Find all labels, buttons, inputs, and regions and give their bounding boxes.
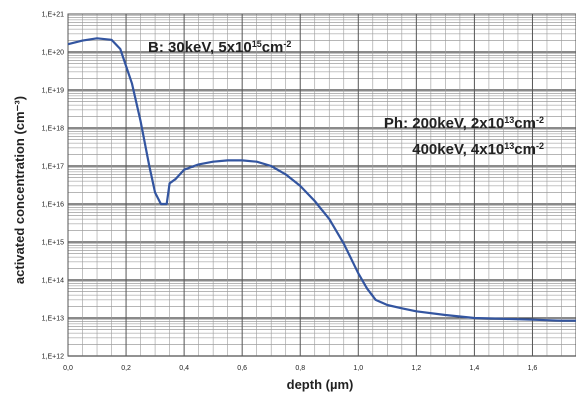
x-tick-label: 1,6 bbox=[528, 365, 538, 372]
y-tick-label: 1,E+21 bbox=[42, 12, 64, 19]
annotation-segment: 13 bbox=[504, 141, 514, 151]
annotation-segment: cm bbox=[262, 39, 284, 56]
y-tick-label: 1,E+18 bbox=[42, 126, 64, 133]
annotation-segment: Ph: 200keV, 2x10 bbox=[384, 115, 504, 132]
plot-grid bbox=[67, 14, 576, 357]
concentration-line bbox=[67, 37, 576, 322]
annotation-segment: 400keV, 4x10 bbox=[412, 141, 504, 158]
plot-frame bbox=[67, 13, 576, 357]
annotation-ph1: Ph: 200keV, 2x1013cm-2 bbox=[384, 115, 544, 132]
y-tick-label: 1,E+19 bbox=[42, 88, 64, 95]
annotation-segment: -2 bbox=[283, 39, 291, 49]
annotation-segment: cm bbox=[514, 141, 536, 158]
y-tick-label: 1,E+13 bbox=[42, 316, 64, 323]
annotation-boron: B: 30keV, 5x1015cm-2 bbox=[148, 39, 291, 56]
y-tick-label: 1,E+15 bbox=[42, 240, 64, 247]
y-tick-label: 1,E+16 bbox=[42, 202, 64, 209]
x-tick-label: 0,8 bbox=[295, 365, 305, 372]
annotation-segment: cm bbox=[514, 115, 536, 132]
x-tick-label: 0,0 bbox=[63, 365, 73, 372]
annotation-segment: -2 bbox=[536, 141, 544, 151]
annotation-ph2: 400keV, 4x1013cm-2 bbox=[412, 141, 544, 158]
annotation-segment: B: 30keV, 5x10 bbox=[148, 39, 252, 56]
x-tick-label: 0,6 bbox=[237, 365, 247, 372]
x-tick-label: 1,2 bbox=[411, 365, 421, 372]
annotation-segment: 15 bbox=[252, 39, 262, 49]
annotations: B: 30keV, 5x1015cm-2Ph: 200keV, 2x1013cm… bbox=[148, 39, 544, 158]
y-tick-label: 1,E+20 bbox=[42, 50, 64, 57]
y-tick-label: 1,E+14 bbox=[42, 278, 64, 285]
x-tick-label: 0,4 bbox=[179, 365, 189, 372]
y-tick-labels: 1,E+12 1,E+13 1,E+14 1,E+15 1,E+16 1,E+17 1,E+… bbox=[42, 12, 64, 361]
y-tick-label: 1,E+17 bbox=[42, 164, 64, 171]
x-tick-label: 1,4 bbox=[470, 365, 480, 372]
x-tick-labels: 0,0 0,2 0,4 0,6 0,8 1,0 1,2 1,4 1,6 bbox=[63, 365, 537, 372]
annotation-segment: -2 bbox=[536, 115, 544, 125]
series-layer bbox=[67, 37, 576, 322]
x-tick-label: 1,0 bbox=[353, 365, 363, 372]
x-axis-title: depth (µm) bbox=[287, 377, 354, 392]
x-tick-label: 0,2 bbox=[121, 365, 131, 372]
y-axis-title: activated concentration (cm⁻³) bbox=[12, 96, 27, 284]
annotation-segment: 13 bbox=[504, 115, 514, 125]
y-tick-label: 1,E+12 bbox=[42, 354, 64, 361]
